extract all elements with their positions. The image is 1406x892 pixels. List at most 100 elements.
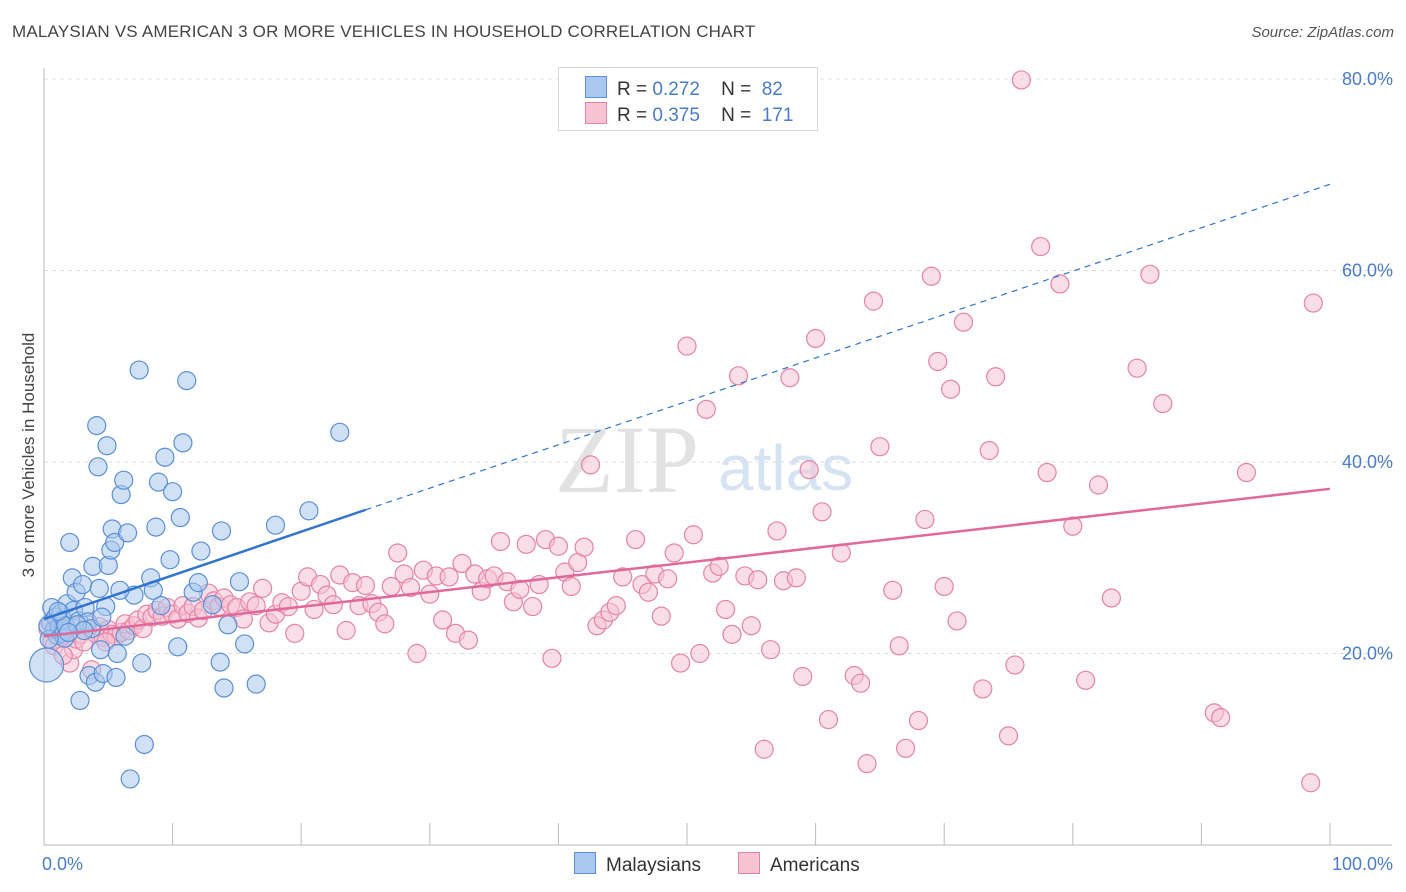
malaysians-point [202, 595, 223, 615]
malaysians-point [28, 647, 65, 683]
americans-point [677, 336, 697, 356]
malaysians-point [107, 643, 127, 664]
series-legend: Malaysians Americans [0, 852, 1406, 876]
americans-point [388, 543, 408, 563]
americans-point [741, 616, 761, 636]
y-tick-labels: 20.0% 40.0% 60.0% 80.0% [1342, 69, 1393, 664]
americans-point [896, 738, 916, 758]
americans-point [1303, 293, 1323, 313]
n-value: 82 [761, 79, 783, 100]
n-label: N = [721, 105, 752, 126]
americans-point [857, 754, 877, 774]
x-tick-labels: 0.0% 100.0% [42, 854, 1393, 874]
y-tick-label: 60.0% [1342, 261, 1393, 281]
malaysians-point [210, 652, 230, 672]
americans-point [1101, 588, 1121, 608]
malaysians-point [89, 578, 109, 598]
americans-point [336, 620, 356, 641]
malaysians-point [117, 523, 138, 543]
americans-point [548, 536, 569, 556]
malaysians-point [168, 637, 188, 657]
source-label: Source: ZipAtlas.com [1251, 24, 1394, 41]
americans-point [870, 437, 890, 457]
americans-point [1088, 475, 1109, 495]
americans-point [542, 648, 562, 668]
malaysians-point [299, 501, 319, 521]
americans-point [580, 455, 601, 475]
malaysians-point [265, 515, 286, 535]
malaysians-swatch [574, 852, 596, 874]
americans-point [722, 624, 742, 644]
americans-point [420, 584, 440, 604]
legend-row-malaysians: R = 0.272 N = 82 [585, 76, 783, 100]
malaysians-point [120, 769, 140, 789]
malaysians-point [132, 653, 152, 673]
malaysians-point [211, 521, 232, 541]
americans-point [780, 368, 800, 388]
americans-point [651, 606, 671, 626]
americans-point [1037, 462, 1057, 483]
malaysians-trend-extension [365, 183, 1331, 511]
malaysians-point [330, 422, 350, 442]
grid-lines [44, 78, 1392, 654]
americans-point [670, 653, 691, 673]
malaysians-point [170, 507, 190, 528]
americans-point [1011, 70, 1031, 90]
watermark-atlas: atlas [718, 432, 853, 504]
legend-label-malaysians: Malaysians [606, 855, 702, 876]
y-tick-label: 20.0% [1342, 644, 1393, 664]
malaysians-point [97, 436, 117, 456]
malaysians-point [146, 517, 166, 537]
americans-point [1076, 670, 1096, 690]
americans-point [606, 596, 626, 616]
r-value: 0.272 [652, 79, 700, 100]
americans-point [696, 399, 716, 419]
chart-title: MALAYSIAN VS AMERICAN 3 OR MORE VEHICLES… [12, 22, 756, 41]
americans-point [709, 556, 729, 576]
americans-point [941, 379, 961, 399]
malaysians-point [163, 482, 183, 502]
legend-label-americans: Americans [770, 855, 860, 876]
americans-point [433, 610, 453, 630]
malaysians-point [114, 470, 134, 490]
americans-point [1236, 462, 1257, 483]
americans-point [915, 509, 935, 530]
americans-point [452, 553, 472, 574]
americans-point [748, 570, 768, 590]
americans-point [883, 580, 903, 600]
malaysians-point [218, 615, 238, 635]
americans-point [1005, 655, 1025, 675]
stats-legend: R = 0.272 N = 82 R = 0.375 N = 171 [558, 67, 818, 131]
americans-point [921, 266, 941, 286]
axes [43, 68, 1392, 846]
americans-point [799, 460, 819, 480]
malaysians-point [173, 433, 193, 453]
malaysians-point [188, 573, 208, 593]
malaysians-point [92, 607, 112, 627]
americans-point [561, 576, 581, 597]
americans-point [285, 623, 305, 643]
americans-point [934, 576, 954, 597]
americans-point [304, 599, 324, 620]
americans-point [1140, 264, 1160, 284]
americans-point [574, 537, 594, 557]
malaysians-point [160, 550, 180, 570]
americans-point [458, 630, 478, 650]
americans-point [510, 579, 530, 599]
americans-point [786, 568, 806, 588]
legend-row-americans: R = 0.375 N = 171 [585, 102, 793, 126]
watermark: ZIP atlas [555, 406, 853, 513]
malaysians-point [87, 416, 107, 436]
malaysians-point [60, 532, 80, 553]
y-tick-label: 80.0% [1342, 69, 1393, 89]
americans-point [439, 567, 459, 587]
malaysians-point [72, 574, 93, 595]
americans-point [953, 312, 974, 332]
americans-point [625, 529, 646, 550]
legend-item-americans: Americans [738, 852, 860, 877]
americans-point [728, 366, 749, 386]
americans-swatch [738, 852, 760, 874]
r-label: R = [617, 79, 648, 100]
malaysians-point [191, 541, 211, 561]
